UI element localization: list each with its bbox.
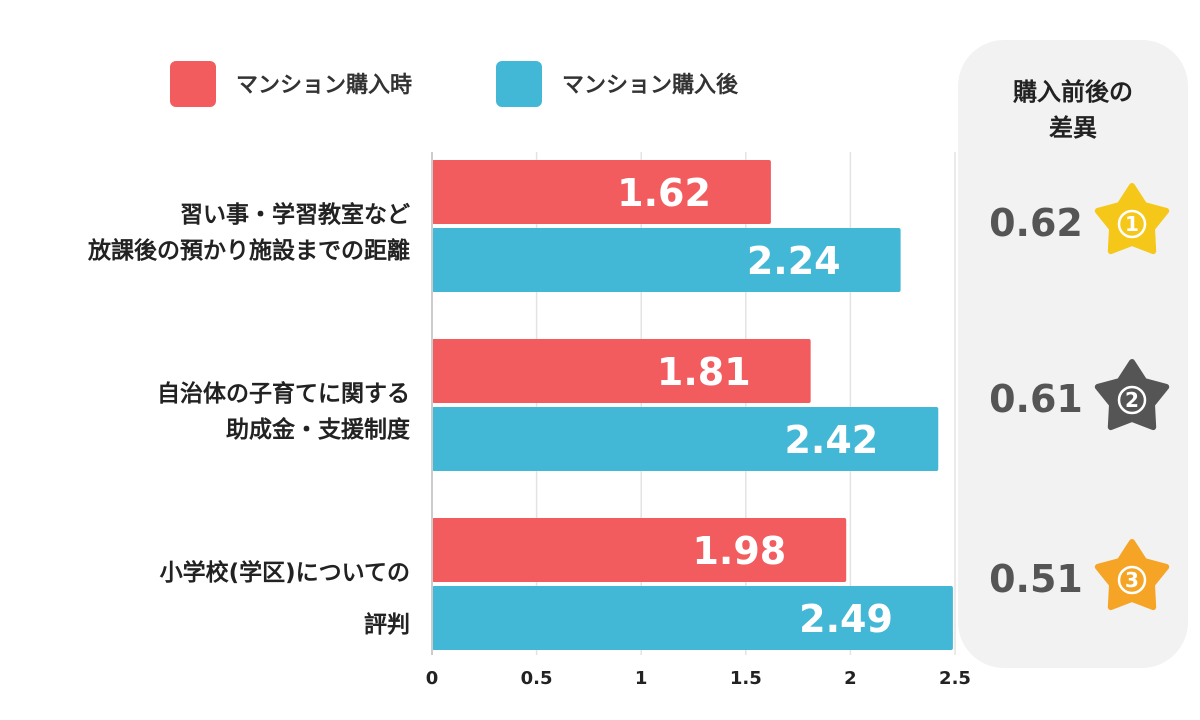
rank-star-icon — [1094, 359, 1170, 431]
rank-star-icon — [1094, 539, 1170, 611]
bar-value-label: 2.42 — [784, 418, 878, 462]
difference-value: 0.62 — [989, 201, 1083, 245]
x-tick-label: 2 — [844, 668, 857, 689]
bar-value-label: 1.81 — [657, 350, 751, 394]
bar-after — [432, 586, 953, 650]
bar-after — [432, 407, 939, 471]
category-label: 習い事・学習教室など — [180, 201, 410, 228]
category-label: 小学校(学区)についての — [160, 559, 410, 586]
x-tick-label: 1 — [635, 668, 648, 689]
bar-value-label: 2.49 — [799, 597, 893, 641]
difference-value: 0.51 — [989, 557, 1083, 601]
legend-swatch — [170, 61, 216, 107]
rank-number: 1 — [1125, 212, 1139, 236]
legend-swatch — [496, 61, 542, 107]
category-label: 自治体の子育てに関する — [157, 380, 410, 407]
legend-label: マンション購入後 — [562, 72, 739, 98]
difference-title: 差異 — [1049, 114, 1097, 142]
category-label: 放課後の預かり施設までの距離 — [87, 237, 410, 264]
rank-ring — [1117, 385, 1147, 415]
rank-number: 2 — [1125, 388, 1139, 412]
category-label: 評判 — [364, 611, 410, 638]
rank-number: 3 — [1125, 568, 1139, 592]
bar-value-label: 2.24 — [747, 239, 841, 283]
bar-value-label: 1.62 — [617, 171, 711, 215]
category-label: 助成金・支援制度 — [226, 416, 411, 443]
bar-before — [432, 160, 771, 224]
rank-ring — [1117, 565, 1147, 595]
x-tick-label: 1.5 — [730, 668, 762, 689]
bar-before — [432, 339, 811, 403]
difference-title: 購入前後の — [1013, 78, 1133, 106]
x-tick-label: 2.5 — [939, 668, 971, 689]
bar-after — [432, 228, 901, 292]
rank-ring — [1117, 209, 1147, 239]
x-tick-label: 0.5 — [521, 668, 553, 689]
rank-star-icon — [1094, 183, 1170, 255]
bar-value-label: 1.98 — [692, 529, 786, 573]
legend-label: マンション購入時 — [236, 73, 412, 98]
difference-value: 0.61 — [989, 377, 1083, 421]
x-tick-label: 0 — [426, 668, 439, 689]
bar-before — [432, 518, 847, 582]
